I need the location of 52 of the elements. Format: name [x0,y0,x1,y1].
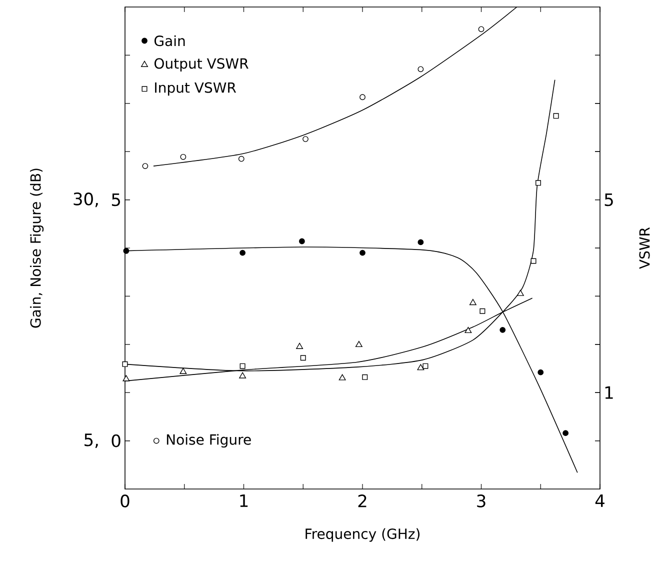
point [417,364,424,370]
point [240,250,246,256]
point [530,258,536,264]
point [122,375,130,382]
point [362,374,368,380]
point [300,355,306,361]
point [418,66,424,72]
point [469,298,476,306]
point [360,250,366,256]
point [536,180,541,186]
x-tick-label: 4 [595,494,604,507]
y2-tick-label: 1 [605,386,613,399]
legend-label: Output VSWR [154,58,248,72]
y2-tick-label: 5 [604,193,613,206]
point [123,248,130,254]
point [355,340,362,348]
point [478,26,484,32]
y2-axis-title: VSWR [639,227,650,269]
x-tick-label: 1 [240,494,248,507]
point [422,363,428,369]
point [302,136,308,142]
point [480,308,486,314]
point [239,372,246,378]
point [516,290,524,296]
y-tick-label: 30, [74,192,98,208]
point [298,238,305,244]
point [180,154,186,160]
x-tick-label: 2 [358,494,366,508]
point [553,113,559,119]
point [180,368,187,374]
legend-label: Input VSWR [155,82,236,96]
point [418,239,424,246]
point [238,156,244,162]
y-axis-title: Gain, Noise Figure (dB) [30,168,44,328]
point [360,94,366,100]
point [562,430,569,436]
point [338,374,346,380]
point [538,369,544,376]
y3-tick-label: 0 [112,434,120,448]
x-tick-label: 0 [120,494,130,508]
point [464,326,472,334]
x-axis-title: Frequency (GHz) [306,528,420,542]
x-tick-label: 3 [477,494,486,508]
point [296,342,304,349]
point [122,361,128,367]
point [142,163,148,170]
legend-label: Gain [154,35,185,46]
y3-tick-label: 5 [112,193,120,206]
point [500,326,506,333]
y-tick-label: 5, [84,434,98,448]
legend-label: Noise Figure [166,434,251,448]
point [240,363,246,369]
